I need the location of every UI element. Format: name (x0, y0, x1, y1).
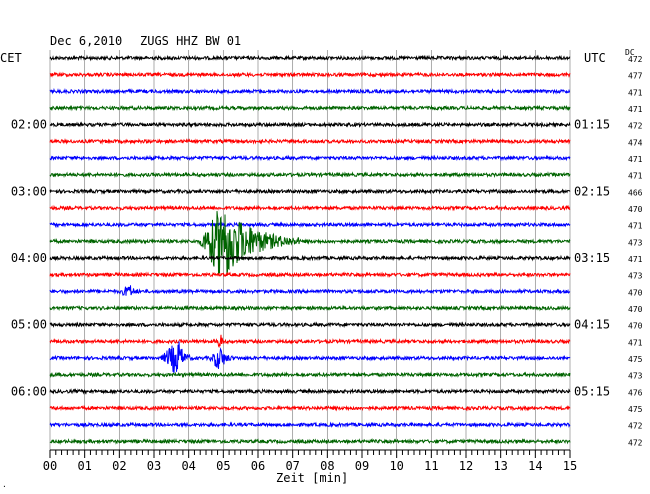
dc-value: 470 (628, 288, 643, 297)
dc-value: 472 (628, 122, 643, 131)
left-time-label: 03:00 (11, 184, 47, 198)
left-time-label: 05:00 (11, 318, 47, 332)
trace-7 (49, 154, 571, 162)
dc-value: 471 (628, 255, 643, 264)
x-axis-title: Zeit [min] (276, 471, 348, 485)
dc-value: 470 (628, 322, 643, 331)
trace-5 (49, 121, 571, 129)
traces (49, 54, 571, 445)
trace-21 (49, 387, 571, 395)
trace-24 (49, 437, 571, 445)
x-tick-label: 10 (389, 459, 403, 473)
dc-value: 473 (628, 238, 643, 247)
dc-label: DC (625, 48, 635, 57)
footer-mark: . (2, 480, 7, 489)
dc-value: 477 (628, 72, 643, 81)
trace-15 (49, 285, 571, 296)
x-tick-label: 12 (459, 459, 473, 473)
x-tick-label: 01 (77, 459, 91, 473)
header-date: Dec 6,2010 (50, 34, 122, 48)
dc-value: 471 (628, 155, 643, 164)
trace-23 (49, 421, 571, 429)
trace-8 (49, 171, 571, 179)
trace-2 (49, 71, 571, 79)
x-tick-label: 02 (112, 459, 126, 473)
x-tick-label: 15 (563, 459, 577, 473)
dc-value: 472 (628, 55, 643, 64)
dc-value: 472 (628, 422, 643, 431)
trace-11 (49, 221, 571, 229)
trace-20 (49, 371, 571, 379)
dc-value: 470 (628, 305, 643, 314)
x-tick-label: 09 (355, 459, 369, 473)
dc-value: 471 (628, 88, 643, 97)
right-time-label: 02:15 (574, 184, 610, 198)
dc-value: 471 (628, 338, 643, 347)
trace-16 (49, 304, 571, 312)
x-tick-label: 07 (285, 459, 299, 473)
trace-10 (49, 204, 571, 212)
left-zone-label: CET (0, 51, 22, 65)
trace-4 (49, 104, 571, 112)
right-time-label: 05:15 (574, 384, 610, 398)
x-tick-label: 14 (528, 459, 542, 473)
right-time-label: 01:15 (574, 118, 610, 132)
trace-19 (49, 341, 571, 374)
left-time-label: 04:00 (11, 251, 47, 265)
x-axis: 00 01 02 03 04 05 06 07 08 09 10 11 12 13 14 15 (43, 449, 577, 473)
grid (49, 50, 571, 450)
dc-value: 470 (628, 205, 643, 214)
x-tick-label: 03 (147, 459, 161, 473)
trace-17 (49, 321, 571, 329)
dc-value: 473 (628, 272, 643, 281)
x-tick-label: 04 (181, 459, 195, 473)
right-time-label: 03:15 (574, 251, 610, 265)
dc-value: 471 (628, 172, 643, 181)
trace-18 (49, 334, 571, 349)
time-labels: 02:00 03:00 04:00 05:00 06:00 01:15 02:15 03:15… (11, 118, 610, 399)
trace-13 (49, 254, 571, 262)
trace-22 (49, 404, 571, 412)
x-tick-label: 11 (424, 459, 438, 473)
dc-value: 471 (628, 222, 643, 231)
left-time-label: 02:00 (11, 118, 47, 132)
x-tick-label: 08 (320, 459, 334, 473)
dc-value: 475 (628, 355, 643, 364)
dc-value: 472 (628, 438, 643, 447)
dc-value: 466 (628, 188, 643, 197)
trace-3 (49, 87, 570, 95)
left-time-label: 06:00 (11, 384, 47, 398)
dc-offsets: 472 477 471 471 472 474 471 471 466 470 471 473 471 4… (628, 55, 643, 447)
trace-1 (49, 54, 571, 62)
x-tick-label: 13 (493, 459, 507, 473)
trace-9 (49, 187, 571, 195)
header-station: ZUGS HHZ BW 01 (140, 34, 241, 48)
x-tick-label: 06 (251, 459, 265, 473)
dc-value: 471 (628, 105, 643, 114)
x-tick-label: 00 (43, 459, 57, 473)
dc-value: 476 (628, 388, 643, 397)
trace-6 (49, 137, 571, 145)
trace-14 (49, 271, 571, 279)
dc-value: 473 (628, 372, 643, 381)
dc-value: 474 (628, 138, 643, 147)
right-zone-label: UTC (584, 51, 606, 65)
x-tick-label: 05 (216, 459, 230, 473)
trace-12 (49, 211, 571, 276)
right-time-label: 04:15 (574, 318, 610, 332)
dc-value: 475 (628, 405, 643, 414)
